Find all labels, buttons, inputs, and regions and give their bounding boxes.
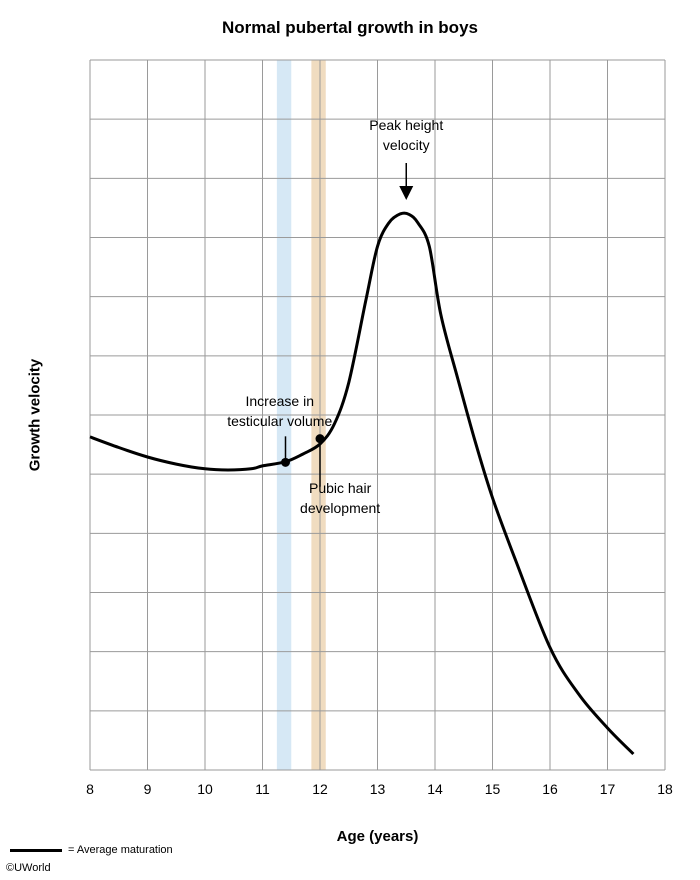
peak-height-annotation: Peak height: [369, 117, 443, 133]
legend-label: = Average maturation: [68, 844, 173, 856]
peak-height-annotation: velocity: [383, 137, 430, 153]
x-tick-label: 16: [542, 781, 558, 797]
legend: = Average maturation: [10, 844, 173, 856]
x-tick-label: 9: [144, 781, 152, 797]
x-tick-label: 11: [255, 781, 270, 797]
pubic-hair-annotation: Pubic hair: [309, 480, 372, 496]
growth-curve: [89, 211, 635, 756]
data-point: [281, 457, 290, 467]
legend-line-swatch: [10, 848, 62, 852]
y-axis-label: Growth velocity: [26, 358, 44, 472]
x-tick-label: 13: [370, 781, 386, 797]
pubic-hair-annotation: development: [300, 500, 380, 516]
testicular-volume-annotation: testicular volume: [227, 413, 332, 429]
x-tick-label: 8: [86, 781, 94, 797]
peak-arrow-head: [399, 186, 414, 200]
x-axis-label: Age (years): [336, 828, 419, 845]
x-tick-label: 15: [485, 781, 501, 797]
data-point: [315, 434, 325, 444]
x-tick-label: 17: [600, 781, 616, 797]
chart-title: Normal pubertal growth in boys: [222, 18, 478, 37]
copyright: ©UWorld: [6, 862, 51, 874]
x-tick-label: 14: [427, 781, 443, 797]
x-tick-label: 18: [657, 781, 673, 797]
testicular-volume-annotation: Increase in: [246, 393, 314, 409]
x-tick-label: 10: [197, 781, 213, 797]
x-tick-label: 12: [312, 781, 328, 797]
